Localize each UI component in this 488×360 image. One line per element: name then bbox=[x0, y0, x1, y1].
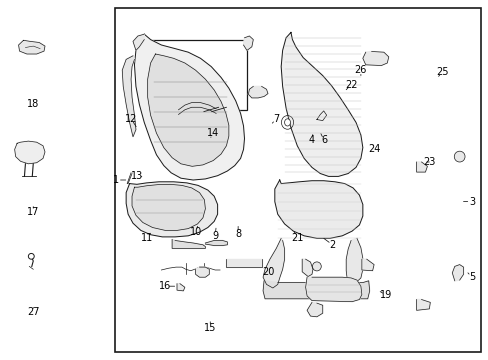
Text: 4: 4 bbox=[308, 135, 314, 145]
Text: 20: 20 bbox=[261, 267, 274, 277]
Text: 12: 12 bbox=[124, 114, 137, 124]
Text: 9: 9 bbox=[212, 231, 218, 241]
Text: 26: 26 bbox=[354, 65, 366, 75]
Polygon shape bbox=[248, 86, 267, 98]
Polygon shape bbox=[132, 184, 205, 230]
Bar bbox=[115, 8, 480, 352]
Text: 19: 19 bbox=[379, 290, 392, 300]
Polygon shape bbox=[361, 259, 373, 271]
Text: 14: 14 bbox=[206, 128, 219, 138]
Polygon shape bbox=[243, 36, 253, 50]
Polygon shape bbox=[15, 141, 45, 164]
Text: 21: 21 bbox=[290, 233, 303, 243]
Polygon shape bbox=[126, 182, 217, 237]
Bar bbox=[151, 40, 246, 110]
Polygon shape bbox=[416, 162, 427, 172]
Text: 1: 1 bbox=[113, 175, 119, 185]
Polygon shape bbox=[263, 238, 284, 288]
Polygon shape bbox=[122, 56, 136, 137]
Polygon shape bbox=[302, 259, 312, 276]
Ellipse shape bbox=[312, 262, 321, 271]
Text: 24: 24 bbox=[367, 144, 380, 154]
Text: 11: 11 bbox=[140, 233, 153, 243]
Polygon shape bbox=[147, 54, 228, 166]
Text: 27: 27 bbox=[27, 307, 40, 318]
Polygon shape bbox=[274, 180, 362, 238]
Text: 13: 13 bbox=[130, 171, 143, 181]
Polygon shape bbox=[451, 265, 463, 281]
Text: 16: 16 bbox=[159, 281, 171, 291]
Text: 15: 15 bbox=[203, 323, 216, 333]
Polygon shape bbox=[263, 281, 369, 299]
Text: 10: 10 bbox=[189, 227, 202, 237]
Polygon shape bbox=[305, 277, 361, 302]
Text: 18: 18 bbox=[27, 99, 40, 109]
Text: 25: 25 bbox=[435, 67, 448, 77]
Ellipse shape bbox=[28, 253, 34, 259]
Polygon shape bbox=[19, 40, 45, 54]
Text: 17: 17 bbox=[27, 207, 40, 217]
Text: 2: 2 bbox=[329, 240, 335, 250]
Text: 5: 5 bbox=[468, 272, 474, 282]
Ellipse shape bbox=[453, 151, 464, 162]
Text: 7: 7 bbox=[273, 114, 279, 124]
Text: 3: 3 bbox=[468, 197, 474, 207]
Polygon shape bbox=[205, 240, 227, 246]
Ellipse shape bbox=[284, 119, 290, 126]
Polygon shape bbox=[306, 302, 322, 317]
Polygon shape bbox=[133, 34, 144, 50]
Polygon shape bbox=[195, 267, 209, 277]
Text: 6: 6 bbox=[321, 135, 326, 145]
Polygon shape bbox=[225, 259, 261, 267]
Polygon shape bbox=[172, 239, 205, 248]
Polygon shape bbox=[362, 51, 388, 66]
Polygon shape bbox=[416, 300, 429, 310]
Polygon shape bbox=[134, 34, 244, 180]
Polygon shape bbox=[346, 238, 362, 283]
Text: 22: 22 bbox=[344, 80, 357, 90]
Text: 8: 8 bbox=[235, 229, 241, 239]
Polygon shape bbox=[281, 32, 362, 176]
Polygon shape bbox=[177, 284, 184, 291]
Text: 23: 23 bbox=[422, 157, 435, 167]
